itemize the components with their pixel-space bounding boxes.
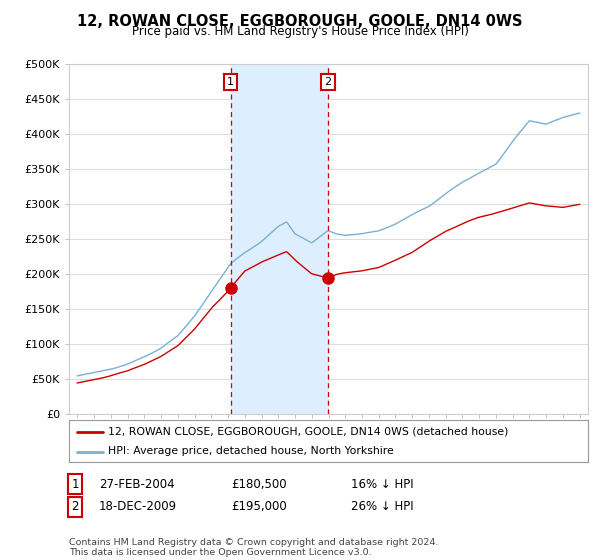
Text: 27-FEB-2004: 27-FEB-2004 [99, 478, 175, 491]
Text: 12, ROWAN CLOSE, EGGBOROUGH, GOOLE, DN14 0WS (detached house): 12, ROWAN CLOSE, EGGBOROUGH, GOOLE, DN14… [108, 427, 508, 437]
Text: £180,500: £180,500 [231, 478, 287, 491]
Text: 2: 2 [71, 500, 79, 514]
Text: 1: 1 [71, 478, 79, 491]
Text: HPI: Average price, detached house, North Yorkshire: HPI: Average price, detached house, Nort… [108, 446, 394, 456]
Text: Contains HM Land Registry data © Crown copyright and database right 2024.
This d: Contains HM Land Registry data © Crown c… [69, 538, 439, 557]
Text: 1: 1 [227, 77, 234, 87]
Text: 26% ↓ HPI: 26% ↓ HPI [351, 500, 413, 514]
Text: 16% ↓ HPI: 16% ↓ HPI [351, 478, 413, 491]
Text: 18-DEC-2009: 18-DEC-2009 [99, 500, 177, 514]
Text: £195,000: £195,000 [231, 500, 287, 514]
Bar [230, 64, 328, 414]
Text: Price paid vs. HM Land Registry's House Price Index (HPI): Price paid vs. HM Land Registry's House … [131, 25, 469, 38]
Text: 2: 2 [324, 77, 331, 87]
Text: 12, ROWAN CLOSE, EGGBOROUGH, GOOLE, DN14 0WS: 12, ROWAN CLOSE, EGGBOROUGH, GOOLE, DN14… [77, 14, 523, 29]
